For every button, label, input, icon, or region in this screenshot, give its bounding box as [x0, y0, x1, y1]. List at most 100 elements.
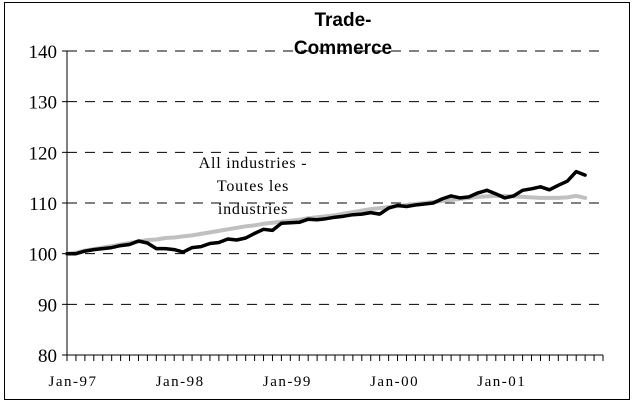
- line-chart: 80 90 100 110 120 130 140 Jan-97 Jan-98 Jan-99 Jan…: [29, 10, 604, 390]
- series-0-point-18: [227, 238, 229, 240]
- series-1-point-54: [548, 197, 551, 199]
- series-1-point-9: [146, 239, 149, 241]
- x-tick-label-Jan-98: Jan-98: [156, 374, 205, 390]
- y-tick-label-110: 110: [29, 194, 57, 215]
- series-1-point-12: [173, 236, 175, 239]
- series-0-point-1: [75, 252, 77, 255]
- series-1-point-32: [352, 211, 354, 213]
- series-0-point-27: [307, 218, 310, 221]
- series-0-point-36: [387, 207, 390, 209]
- series-layer: [65, 169, 588, 256]
- series-0-point-16: [209, 242, 211, 245]
- series-0-point-29: [325, 217, 327, 220]
- series-0-point-41: [432, 202, 435, 204]
- series-1-point-20: [244, 225, 247, 228]
- series-0-point-30: [334, 216, 336, 218]
- series-1-point-46: [477, 196, 479, 198]
- series-0-point-43: [450, 195, 452, 197]
- series-0-point-19: [235, 239, 238, 241]
- series-0-point-35: [378, 213, 381, 215]
- series-0-point-2: [84, 250, 86, 252]
- series-0-point-8: [137, 240, 140, 242]
- series-1-point-34: [369, 208, 372, 210]
- series-0-point-20: [244, 237, 247, 239]
- series-1-point-22: [262, 222, 265, 225]
- series-0-point-52: [530, 188, 533, 190]
- series-0-point-58: [584, 174, 586, 176]
- series-0-point-7: [128, 243, 131, 246]
- x-tick-label-Jan-01: Jan-01: [477, 374, 526, 390]
- series-1-point-51: [521, 196, 524, 198]
- series-line-1: [65, 193, 588, 256]
- series-0-point-40: [423, 203, 426, 205]
- series-0-point-21: [253, 232, 256, 235]
- grid-lines: [67, 50, 603, 305]
- series-0-point-10: [155, 247, 158, 250]
- series-1-point-26: [298, 218, 301, 221]
- series-0-point-11: [164, 247, 167, 250]
- series-0-point-15: [200, 245, 202, 248]
- chart-title-line-1: Commerce: [294, 38, 392, 59]
- series-0-point-6: [119, 244, 122, 247]
- series-1-point-13: [182, 235, 184, 238]
- series-1-point-33: [361, 209, 363, 212]
- series-0-point-56: [566, 180, 569, 183]
- y-tick-label-80: 80: [38, 346, 57, 367]
- y-tick-label-140: 140: [29, 42, 58, 63]
- series-0-point-47: [486, 189, 488, 192]
- series-0-point-33: [361, 213, 363, 215]
- y-tick-label-100: 100: [29, 245, 58, 266]
- y-tick-label-90: 90: [38, 295, 57, 316]
- series-0-point-32: [352, 213, 354, 216]
- series-1-point-10: [155, 238, 158, 241]
- series-0-point-34: [369, 211, 372, 214]
- axes: [62, 50, 604, 361]
- annotation-line-1: Toutes les: [217, 178, 289, 195]
- series-1-point-18: [227, 228, 229, 231]
- series-0-point-14: [191, 246, 193, 249]
- chart-frame: 80 90 100 110 120 130 140 Jan-97 Jan-98 Jan-99 Jan…: [4, 2, 630, 400]
- x-tick-label-Jan-97: Jan-97: [49, 374, 98, 390]
- series-0-point-13: [182, 251, 184, 253]
- chart-title-line-0: Trade-: [314, 10, 371, 31]
- series-0-point-38: [405, 205, 408, 208]
- series-1-point-55: [557, 197, 560, 199]
- series-0-point-45: [468, 196, 470, 198]
- series-0-point-24: [280, 222, 283, 225]
- series-1-point-56: [566, 196, 569, 199]
- series-0-point-12: [173, 248, 175, 251]
- series-0-point-3: [93, 248, 95, 251]
- series-0-point-57: [575, 170, 577, 173]
- series-1-point-43: [450, 199, 452, 201]
- series-1-point-28: [316, 216, 318, 218]
- series-1-point-31: [343, 212, 345, 215]
- series-1-point-52: [530, 196, 533, 199]
- series-0-point-31: [343, 215, 345, 217]
- series-0-point-22: [262, 228, 265, 231]
- series-0-point-50: [512, 195, 515, 197]
- y-tick-label-120: 120: [29, 143, 58, 164]
- y-tick-label-130: 130: [29, 93, 58, 114]
- x-tick-label-Jan-00: Jan-00: [370, 374, 419, 390]
- series-1-point-57: [575, 195, 577, 197]
- series-0-point-37: [396, 204, 399, 207]
- series-1-point-11: [164, 237, 167, 239]
- series-1-point-15: [200, 233, 202, 235]
- series-0-point-23: [271, 229, 274, 232]
- series-1-point-14: [191, 234, 193, 237]
- series-0-point-4: [101, 247, 104, 250]
- series-0-point-44: [459, 197, 461, 199]
- series-0-point-17: [218, 241, 220, 244]
- series-1-point-58: [584, 197, 586, 199]
- series-1-point-29: [325, 215, 327, 217]
- series-1-point-47: [486, 195, 488, 198]
- series-0-point-9: [146, 242, 149, 244]
- series-1-point-21: [253, 224, 256, 227]
- annotation-line-2: industries: [218, 201, 288, 218]
- series-0-point-26: [298, 221, 301, 224]
- series-0-point-49: [503, 197, 506, 199]
- x-tick-label-Jan-99: Jan-99: [263, 374, 312, 390]
- series-0-point-39: [414, 204, 417, 206]
- series-0-point-25: [289, 221, 292, 224]
- series-0-point-53: [539, 185, 542, 188]
